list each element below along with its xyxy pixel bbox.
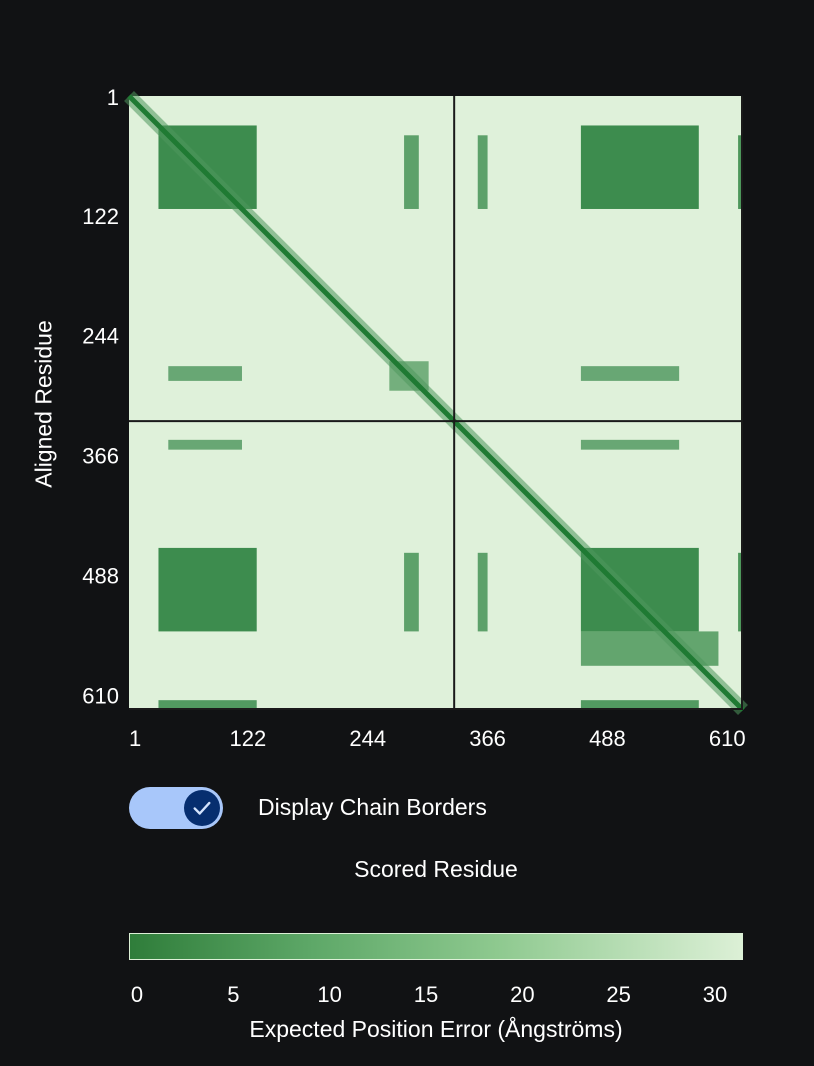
heatmap-block bbox=[158, 547, 257, 632]
x-axis-ticks: 1 122 244 366 488 610 bbox=[129, 726, 746, 751]
colorbar-tick-label: 5 bbox=[227, 982, 240, 1007]
check-icon bbox=[193, 801, 211, 815]
heatmap-block bbox=[168, 439, 242, 450]
heatmap-block bbox=[158, 700, 257, 710]
x-tick-label: 610 bbox=[709, 726, 746, 751]
y-tick-label: 1 bbox=[107, 85, 119, 110]
y-axis-ticks: 1 122 244 366 488 610 bbox=[82, 85, 119, 708]
x-tick-label: 244 bbox=[349, 726, 386, 751]
x-tick-label: 488 bbox=[589, 726, 626, 751]
y-tick-label: 488 bbox=[82, 563, 119, 588]
colorbar-tick-label: 10 bbox=[317, 982, 342, 1007]
heatmap-block bbox=[738, 552, 743, 632]
diagonal bbox=[127, 94, 745, 712]
heatmap-block bbox=[580, 366, 680, 381]
y-axis-label: Aligned Residue bbox=[30, 320, 57, 488]
x-tick-label: 122 bbox=[230, 726, 267, 751]
chain-borders-label: Display Chain Borders bbox=[258, 794, 487, 820]
colorbar-tick-label: 20 bbox=[510, 982, 535, 1007]
y-tick-label: 122 bbox=[82, 204, 119, 229]
colorbar-tick-label: 30 bbox=[702, 982, 728, 1007]
colorbar bbox=[129, 933, 743, 960]
x-tick-label: 1 bbox=[129, 726, 141, 751]
heatmap bbox=[124, 91, 748, 715]
heatmap-block bbox=[738, 135, 743, 209]
chain-borders-toggle[interactable] bbox=[129, 787, 223, 829]
heatmap-block bbox=[404, 135, 419, 209]
y-tick-label: 244 bbox=[82, 324, 119, 349]
toggle-knob bbox=[184, 790, 220, 826]
heatmap-block bbox=[580, 700, 699, 710]
heatmap-block bbox=[580, 439, 680, 450]
y-tick-label: 610 bbox=[82, 683, 119, 708]
colorbar-label: Expected Position Error (Ångströms) bbox=[249, 1016, 623, 1042]
x-axis-label: Scored Residue bbox=[354, 856, 518, 882]
colorbar-tick-label: 25 bbox=[606, 982, 631, 1007]
x-tick-label: 366 bbox=[469, 726, 506, 751]
heatmap-block bbox=[168, 366, 242, 381]
heatmap-block bbox=[477, 552, 488, 632]
colorbar-tick-label: 0 bbox=[130, 982, 144, 1007]
y-tick-label: 366 bbox=[82, 444, 119, 469]
heatmap-block bbox=[477, 135, 488, 209]
heatmap-block bbox=[404, 552, 419, 632]
heatmap-block bbox=[580, 125, 699, 209]
colorbar-tick-label: 15 bbox=[413, 982, 439, 1007]
